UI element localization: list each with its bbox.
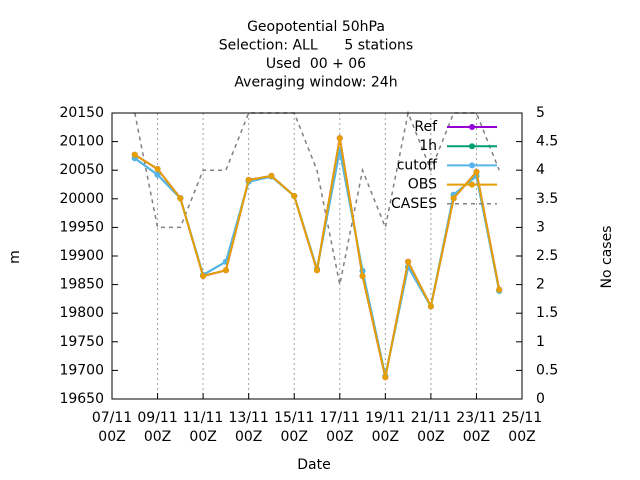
y2-axis-label: No cases xyxy=(599,226,615,289)
data-point xyxy=(245,176,252,183)
legend-label: OBS xyxy=(408,177,437,193)
y2-tick-label: 5 xyxy=(536,105,545,121)
series-line xyxy=(134,149,501,377)
y2-tick-label: 2.5 xyxy=(536,248,558,264)
data-point xyxy=(291,192,298,199)
y-tick-label: 19800 xyxy=(59,305,104,321)
y2-tick-label: 4.5 xyxy=(536,134,558,150)
data-point xyxy=(496,286,503,293)
legend-label: cutoff xyxy=(397,157,438,173)
chart-title: Selection: ALL 5 stations xyxy=(219,38,413,54)
data-point xyxy=(131,151,138,158)
data-point xyxy=(154,171,161,178)
x-tick-label: 25/11 00Z xyxy=(502,410,542,445)
y-tick-label: 19750 xyxy=(59,334,104,350)
series-line xyxy=(134,149,501,377)
x-tick-label: 07/11 00Z xyxy=(92,410,132,445)
y-tick-label: 19850 xyxy=(59,277,104,293)
y-tick-label: 19650 xyxy=(59,391,104,407)
y2-tick-label: 0 xyxy=(536,391,545,407)
data-point xyxy=(382,374,389,381)
data-point xyxy=(314,267,320,274)
series-line xyxy=(134,110,500,285)
legend-label: CASES xyxy=(391,196,437,212)
plot-border xyxy=(111,112,523,400)
data-point xyxy=(200,273,207,280)
data-point xyxy=(336,135,343,142)
y-tick-label: 19950 xyxy=(59,219,104,235)
data-point xyxy=(222,267,229,274)
y-tick-label: 20000 xyxy=(59,191,104,207)
legend-marker xyxy=(469,162,475,169)
legend-marker xyxy=(469,124,475,130)
y-tick-label: 19700 xyxy=(59,362,104,378)
y2-tick-label: 4 xyxy=(536,162,545,178)
data-point xyxy=(405,258,412,265)
legend-marker xyxy=(469,181,475,188)
series-line xyxy=(134,137,501,378)
data-point xyxy=(450,195,457,202)
data-point xyxy=(177,195,184,202)
legend-label: Ref xyxy=(414,119,438,135)
y2-tick-label: 1.5 xyxy=(536,305,558,321)
x-tick-label: 17/11 00Z xyxy=(320,410,360,445)
x-tick-label: 15/11 00Z xyxy=(274,410,314,445)
y2-tick-label: 3.5 xyxy=(536,191,558,207)
y-tick-label: 20050 xyxy=(59,162,104,178)
x-tick-label: 19/11 00Z xyxy=(365,410,405,445)
data-point xyxy=(359,273,366,280)
y2-tick-label: 0.5 xyxy=(536,362,558,378)
series-line xyxy=(134,137,501,378)
y2-tick-label: 3 xyxy=(536,219,545,235)
chart-title: Averaging window: 24h xyxy=(234,75,397,91)
x-tick-label: 09/11 00Z xyxy=(137,410,177,445)
y-tick-label: 20100 xyxy=(59,134,104,150)
data-point xyxy=(268,172,275,179)
data-point xyxy=(154,166,161,173)
x-tick-label: 23/11 00Z xyxy=(456,410,496,445)
y2-tick-label: 2 xyxy=(536,277,545,293)
y2-tick-label: 1 xyxy=(536,334,545,350)
x-tick-label: 13/11 00Z xyxy=(228,410,268,445)
legend-marker xyxy=(469,143,475,150)
y-axis-label: m xyxy=(7,250,23,264)
x-tick-label: 11/11 00Z xyxy=(183,410,223,445)
chart-title: Geopotential 50hPa xyxy=(247,19,385,35)
legend-label: 1h xyxy=(419,138,437,154)
y-tick-label: 20150 xyxy=(59,105,104,121)
data-point xyxy=(473,168,480,175)
y-tick-label: 19900 xyxy=(59,248,104,264)
data-point xyxy=(427,303,434,310)
x-axis-label: Date xyxy=(297,457,330,473)
x-tick-label: 21/11 00Z xyxy=(411,410,451,445)
chart-title: Used 00 + 06 xyxy=(266,56,366,72)
